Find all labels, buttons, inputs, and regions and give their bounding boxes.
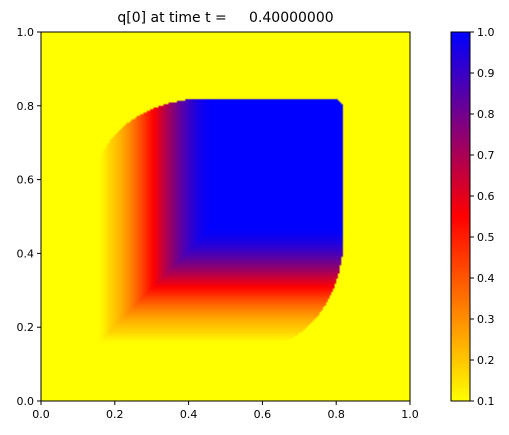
y-tick-label: 0.6 [17,174,35,187]
colorbar-tick-label: 0.5 [477,231,495,244]
colorbar-tick-label: 0.8 [477,108,495,121]
x-tick-label: 0.8 [327,408,345,421]
x-tick-label: 0.4 [180,408,198,421]
colorbar-tick-label: 1.0 [477,26,495,39]
colorbar-ticks: 0.1 0.2 0.3 0.4 0.5 0.6 0.7 0.8 0.9 1.0 [470,26,495,408]
colorbar-gradient [451,32,470,401]
colorbar-tick-label: 0.2 [477,354,495,367]
x-tick-label: 0.0 [32,408,50,421]
x-axis: 0.0 0.2 0.4 0.6 0.8 1.0 [32,401,419,421]
plot-area [40,31,411,402]
x-tick-label: 0.2 [106,408,124,421]
colorbar-tick-label: 0.6 [477,190,495,203]
heatmap-image [41,32,410,401]
y-tick-label: 0.2 [17,321,35,334]
y-tick-label: 0.0 [17,395,35,408]
colorbar-tick-label: 0.9 [477,67,495,80]
y-axis: 0.0 0.2 0.4 0.6 0.8 1.0 [17,26,41,408]
colorbar: 0.1 0.2 0.3 0.4 0.5 0.6 0.7 0.8 0.9 1.0 [450,26,495,408]
x-tick-label: 0.6 [254,408,272,421]
y-tick-label: 1.0 [17,26,35,39]
colorbar-frame [450,31,471,402]
y-tick-label: 0.4 [17,247,35,260]
colorbar-tick-label: 0.7 [477,149,495,162]
colorbar-tick-label: 0.1 [477,395,495,408]
plot-frame [40,31,411,402]
y-tick-label: 0.8 [17,100,35,113]
colorbar-tick-label: 0.4 [477,272,495,285]
x-tick-label: 1.0 [401,408,419,421]
colorbar-tick-label: 0.3 [477,313,495,326]
chart-title: q[0] at time t = 0.40000000 [117,10,333,26]
